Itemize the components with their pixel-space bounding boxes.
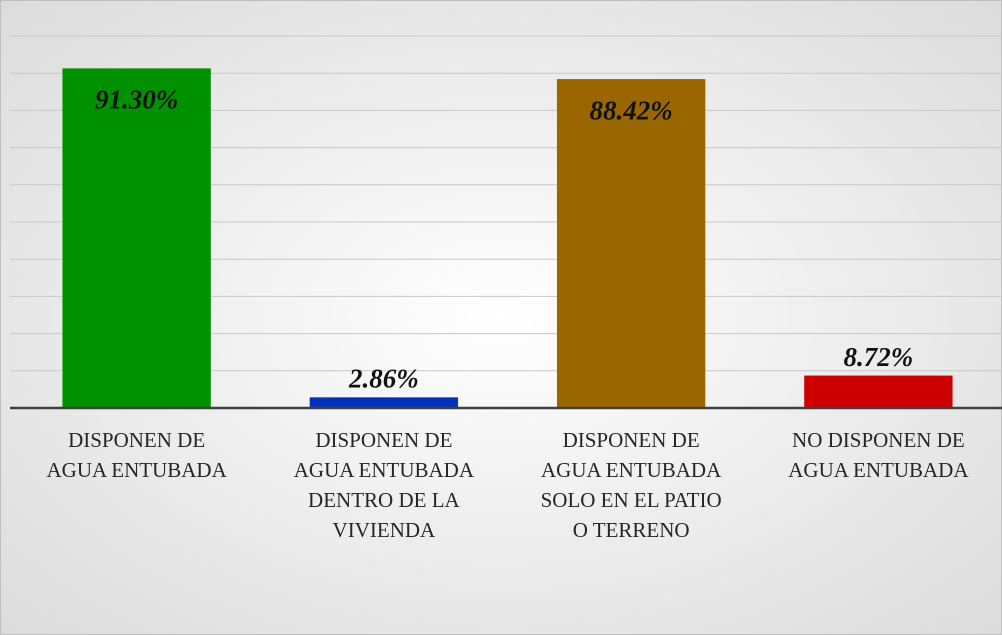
value-label: 8.72%	[844, 342, 914, 372]
x-tick-label: NO DISPONEN DE AGUA ENTUBADA	[788, 428, 969, 482]
x-tick-label: DISPONEN DE AGUA ENTUBADA DENTRO DE LA VIVI…	[294, 428, 475, 542]
value-label: 91.30%	[95, 85, 178, 115]
x-tick-label-line: DISPONEN DE	[68, 428, 205, 452]
bar	[804, 375, 953, 408]
value-label: 2.86%	[348, 364, 419, 394]
x-tick-label-line: AGUA ENTUBADA	[47, 458, 228, 482]
x-tick-label: DISPONEN DE AGUA ENTUBADA SOLO EN EL PATIO…	[541, 428, 722, 542]
x-tick-label: DISPONEN DE AGUA ENTUBADA	[47, 428, 228, 482]
x-tick-label-line: AGUA ENTUBADA	[294, 458, 475, 482]
x-tick-label-line: AGUA ENTUBADA	[541, 458, 722, 482]
x-tick-label-line: O TERRENO	[573, 518, 690, 542]
x-tick-label-line: SOLO EN EL PATIO	[541, 488, 722, 512]
x-tick-label-line: DISPONEN DE	[563, 428, 700, 452]
x-tick-label-line: DISPONEN DE	[315, 428, 452, 452]
bar	[309, 397, 459, 408]
bar	[556, 79, 706, 408]
x-tick-label-line: VIVIENDA	[333, 518, 436, 542]
value-label: 88.42%	[590, 95, 673, 125]
x-tick-label-line: AGUA ENTUBADA	[788, 458, 969, 482]
bar	[62, 68, 211, 408]
x-tick-label-line: DENTRO DE LA	[308, 488, 460, 512]
x-tick-label-line: NO DISPONEN DE	[792, 428, 965, 452]
